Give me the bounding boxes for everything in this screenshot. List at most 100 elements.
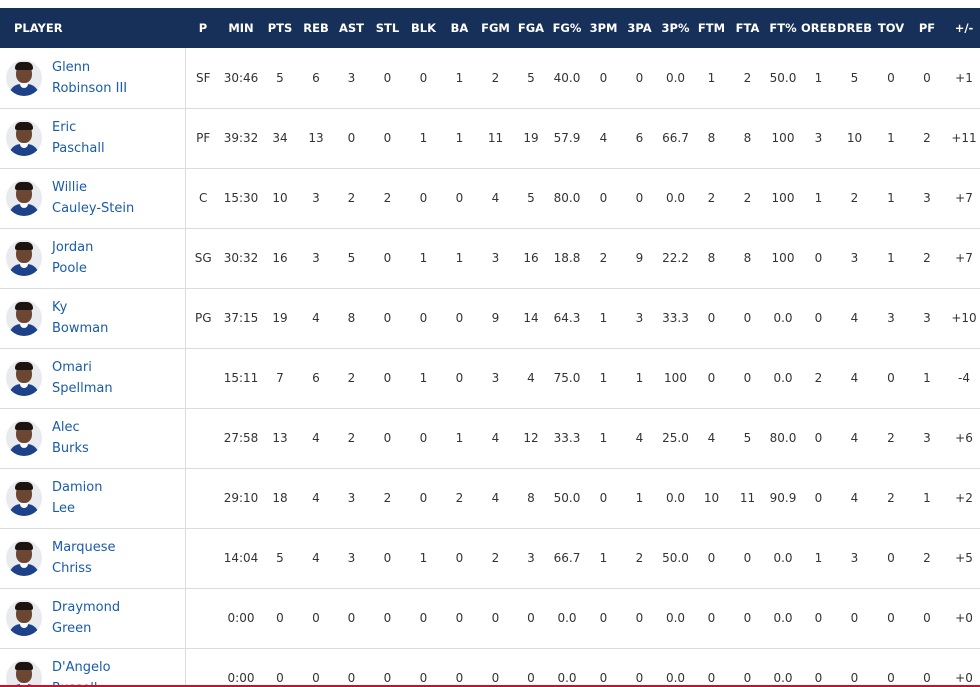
stat-cell-: +10 <box>945 288 980 349</box>
column-header-9[interactable]: FGM <box>477 8 514 48</box>
player-name-link[interactable]: Marquese Chriss <box>52 537 116 579</box>
column-header-0[interactable]: PLAYER <box>0 8 185 48</box>
column-header-12[interactable]: 3PM <box>586 8 621 48</box>
stat-cell-fg: 18.8 <box>548 228 586 289</box>
player-name-link[interactable]: Omari Spellman <box>52 357 113 399</box>
column-header-2[interactable]: MIN <box>221 8 261 48</box>
column-header-4[interactable]: REB <box>299 8 333 48</box>
column-header-5[interactable]: AST <box>333 8 370 48</box>
player-first-name: Omari <box>52 360 92 375</box>
stat-cell-3p: 0.0 <box>658 648 693 687</box>
player-name-link[interactable]: Eric Paschall <box>52 117 105 159</box>
stat-cell-ba: 1 <box>442 228 477 289</box>
player-headshot-icon <box>6 600 42 636</box>
player-cell: Jordan Poole <box>0 228 186 289</box>
player-name-link[interactable]: Jordan Poole <box>52 237 93 279</box>
stat-cell-3pm: 0 <box>586 648 621 687</box>
column-header-16[interactable]: FTA <box>730 8 765 48</box>
stat-cell-reb: 0 <box>299 588 333 649</box>
player-last-name: Cauley-Stein <box>52 201 135 216</box>
stat-cell-reb: 6 <box>299 348 333 409</box>
player-name-link[interactable]: Ky Bowman <box>52 297 108 339</box>
stat-cell-ba: 0 <box>442 528 477 589</box>
stat-cell-fgm: 9 <box>477 288 514 349</box>
column-header-8[interactable]: BA <box>442 8 477 48</box>
stat-cell-reb: 6 <box>299 48 333 109</box>
player-name-link[interactable]: Glenn Robinson III <box>52 57 127 99</box>
stat-cell-min: 15:11 <box>221 348 261 409</box>
stat-cell-fta: 8 <box>730 228 765 289</box>
stat-cell-tov: 2 <box>873 408 909 469</box>
stat-cell-3pa: 0 <box>621 648 658 687</box>
stat-cell-ba: 0 <box>442 588 477 649</box>
stat-cell-blk: 0 <box>405 468 442 529</box>
stat-cell-: +2 <box>945 468 980 529</box>
stat-cell-3pa: 1 <box>621 348 658 409</box>
stat-cell-ft: 100 <box>765 168 801 229</box>
stat-cell-fga: 14 <box>514 288 548 349</box>
player-info: Damion Lee <box>6 477 185 519</box>
column-header-11[interactable]: FG% <box>548 8 586 48</box>
player-name-link[interactable]: Alec Burks <box>52 417 89 459</box>
column-header-3[interactable]: PTS <box>261 8 299 48</box>
table-row: Jordan Poole SG 30:32 16 3 5 0 1 1 3 16 18.8 2 9 22.2 8 8… <box>0 228 980 289</box>
stat-cell-fgm: 4 <box>477 168 514 229</box>
stat-cell-: +0 <box>945 588 980 649</box>
player-info: Glenn Robinson III <box>6 57 185 99</box>
stat-cell-reb: 4 <box>299 408 333 469</box>
stat-cell-reb: 13 <box>299 108 333 169</box>
stat-cell-fg: 64.3 <box>548 288 586 349</box>
column-header-22[interactable]: +/- <box>945 8 980 48</box>
column-header-17[interactable]: FT% <box>765 8 801 48</box>
stat-cell-ftm: 2 <box>693 168 730 229</box>
stat-cell-oreb: 0 <box>801 288 836 349</box>
column-header-19[interactable]: DREB <box>836 8 873 48</box>
player-cell: Draymond Green <box>0 588 186 649</box>
column-header-20[interactable]: TOV <box>873 8 909 48</box>
stat-cell-dreb: 0 <box>836 648 873 687</box>
player-info: Alec Burks <box>6 417 185 459</box>
table-row: Glenn Robinson III SF 30:46 5 6 3 0 0 1 2 5 40.0 0 0 0.… <box>0 48 980 109</box>
column-header-7[interactable]: BLK <box>405 8 442 48</box>
column-header-15[interactable]: FTM <box>693 8 730 48</box>
column-header-6[interactable]: STL <box>370 8 405 48</box>
stat-cell-fta: 2 <box>730 168 765 229</box>
stat-cell-ftm: 8 <box>693 228 730 289</box>
stat-cell-ftm: 0 <box>693 528 730 589</box>
player-headshot-icon <box>6 120 42 156</box>
stat-cell-reb: 3 <box>299 228 333 289</box>
player-name-link[interactable]: Willie Cauley-Stein <box>52 177 134 219</box>
column-header-10[interactable]: FGA <box>514 8 548 48</box>
column-header-21[interactable]: PF <box>909 8 945 48</box>
stat-cell-fgm: 3 <box>477 228 514 289</box>
stat-cell-pf: 1 <box>909 348 945 409</box>
stat-cell-stl: 0 <box>370 48 405 109</box>
stat-cell-dreb: 5 <box>836 48 873 109</box>
table-body: Glenn Robinson III SF 30:46 5 6 3 0 0 1 2 5 40.0 0 0 0.… <box>0 48 980 687</box>
player-name-link[interactable]: Draymond Green <box>52 597 120 639</box>
table-row: Draymond Green 0:00 0 0 0 0 0 0 0 0 0.0 0 0 0.0 0 0 0.0 0 0… <box>0 588 980 649</box>
stat-cell-fta: 0 <box>730 648 765 687</box>
player-name-link[interactable]: Damion Lee <box>52 477 102 519</box>
stat-cell-: +6 <box>945 408 980 469</box>
stat-cell-3p: 100 <box>658 348 693 409</box>
column-header-13[interactable]: 3PA <box>621 8 658 48</box>
stat-cell-ast: 3 <box>333 528 370 589</box>
stat-cell-3pm: 0 <box>586 168 621 229</box>
stat-cell-3p: 0.0 <box>658 48 693 109</box>
player-name-link[interactable]: D'Angelo Russell <box>52 657 111 687</box>
stat-cell-ftm: 4 <box>693 408 730 469</box>
stat-cell-fgm: 4 <box>477 408 514 469</box>
stat-cell-ba: 1 <box>442 48 477 109</box>
stat-cell-ftm: 0 <box>693 588 730 649</box>
player-headshot-icon <box>6 240 42 276</box>
column-header-18[interactable]: OREB <box>801 8 836 48</box>
stat-cell-min: 27:58 <box>221 408 261 469</box>
column-header-1[interactable]: P <box>185 8 221 48</box>
stat-cell-3p: 66.7 <box>658 108 693 169</box>
column-header-14[interactable]: 3P% <box>658 8 693 48</box>
stat-cell-fga: 19 <box>514 108 548 169</box>
stat-cell-fg: 75.0 <box>548 348 586 409</box>
stat-cell-min: 30:32 <box>221 228 261 289</box>
stat-cell-min: 39:32 <box>221 108 261 169</box>
